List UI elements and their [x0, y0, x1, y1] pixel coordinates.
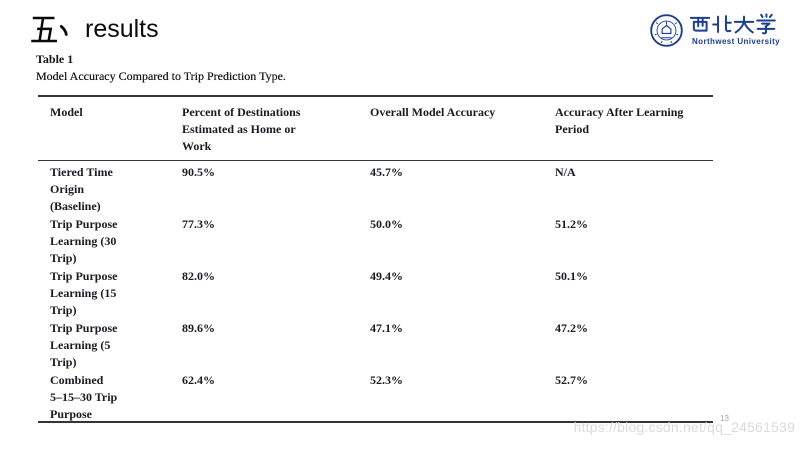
cell-model: Trip Purpose Learning (30 Trip)	[50, 217, 118, 265]
page-title-text: results	[85, 15, 159, 43]
title-prefix-chinese-five-icon	[31, 16, 68, 42]
cell-accuracy-after-learning: 51.2%	[555, 217, 588, 231]
cell-accuracy-after-learning: 52.7%	[555, 373, 588, 387]
cell-percent-home-work: 89.6%	[182, 321, 215, 335]
cell-overall-accuracy: 50.0%	[370, 217, 403, 231]
cell-overall-accuracy: 45.7%	[370, 165, 403, 179]
table-caption: Model Accuracy Compared to Trip Predicti…	[36, 69, 286, 83]
cell-percent-home-work: 82.0%	[182, 269, 215, 283]
table-row: Trip Purpose Learning (5 Trip) 89.6% 47.…	[38, 317, 713, 369]
col-header-accuracy-after-learning: Accuracy After Learning Period	[555, 105, 684, 136]
university-seal-icon	[650, 14, 683, 47]
logo-chinese-name	[689, 13, 776, 35]
col-header-percent-home-work: Percent of Destinations Estimated as Hom…	[182, 105, 301, 153]
cell-model: Trip Purpose Learning (15 Trip)	[50, 269, 118, 317]
table-row: Combined 5–15–30 Trip Purpose 62.4% 52.3…	[38, 369, 713, 421]
university-logo: Northwest University	[649, 13, 780, 48]
cell-accuracy-after-learning: 47.2%	[555, 321, 588, 335]
cell-accuracy-after-learning: 50.1%	[555, 269, 588, 283]
table-header-row: Model Percent of Destinations Estimated …	[38, 97, 713, 161]
table-row: Trip Purpose Learning (15 Trip) 82.0% 49…	[38, 265, 713, 317]
results-table: Model Percent of Destinations Estimated …	[38, 95, 713, 423]
col-header-model: Model	[50, 105, 83, 119]
cell-overall-accuracy: 49.4%	[370, 269, 403, 283]
logo-english-name: Northwest University	[692, 37, 781, 46]
col-header-overall-accuracy: Overall Model Accuracy	[370, 105, 496, 119]
cell-percent-home-work: 90.5%	[182, 165, 215, 179]
page-title: results	[28, 13, 159, 45]
page-number: 13	[720, 414, 729, 423]
cell-percent-home-work: 77.3%	[182, 217, 215, 231]
cell-percent-home-work: 62.4%	[182, 373, 215, 387]
watermark-url: https://blog.csdn.net/qq_24561539	[573, 419, 795, 435]
cell-model: Combined 5–15–30 Trip Purpose	[50, 373, 118, 421]
cell-overall-accuracy: 52.3%	[370, 373, 403, 387]
cell-accuracy-after-learning: N/A	[555, 165, 576, 179]
table-label: Table 1	[36, 52, 74, 66]
cell-model: Trip Purpose Learning (5 Trip)	[50, 321, 118, 369]
cell-model: Tiered Time Origin (Baseline)	[50, 165, 113, 213]
table-row: Tiered Time Origin (Baseline) 90.5% 45.7…	[38, 161, 713, 213]
cell-overall-accuracy: 47.1%	[370, 321, 403, 335]
table-row: Trip Purpose Learning (30 Trip) 77.3% 50…	[38, 213, 713, 265]
